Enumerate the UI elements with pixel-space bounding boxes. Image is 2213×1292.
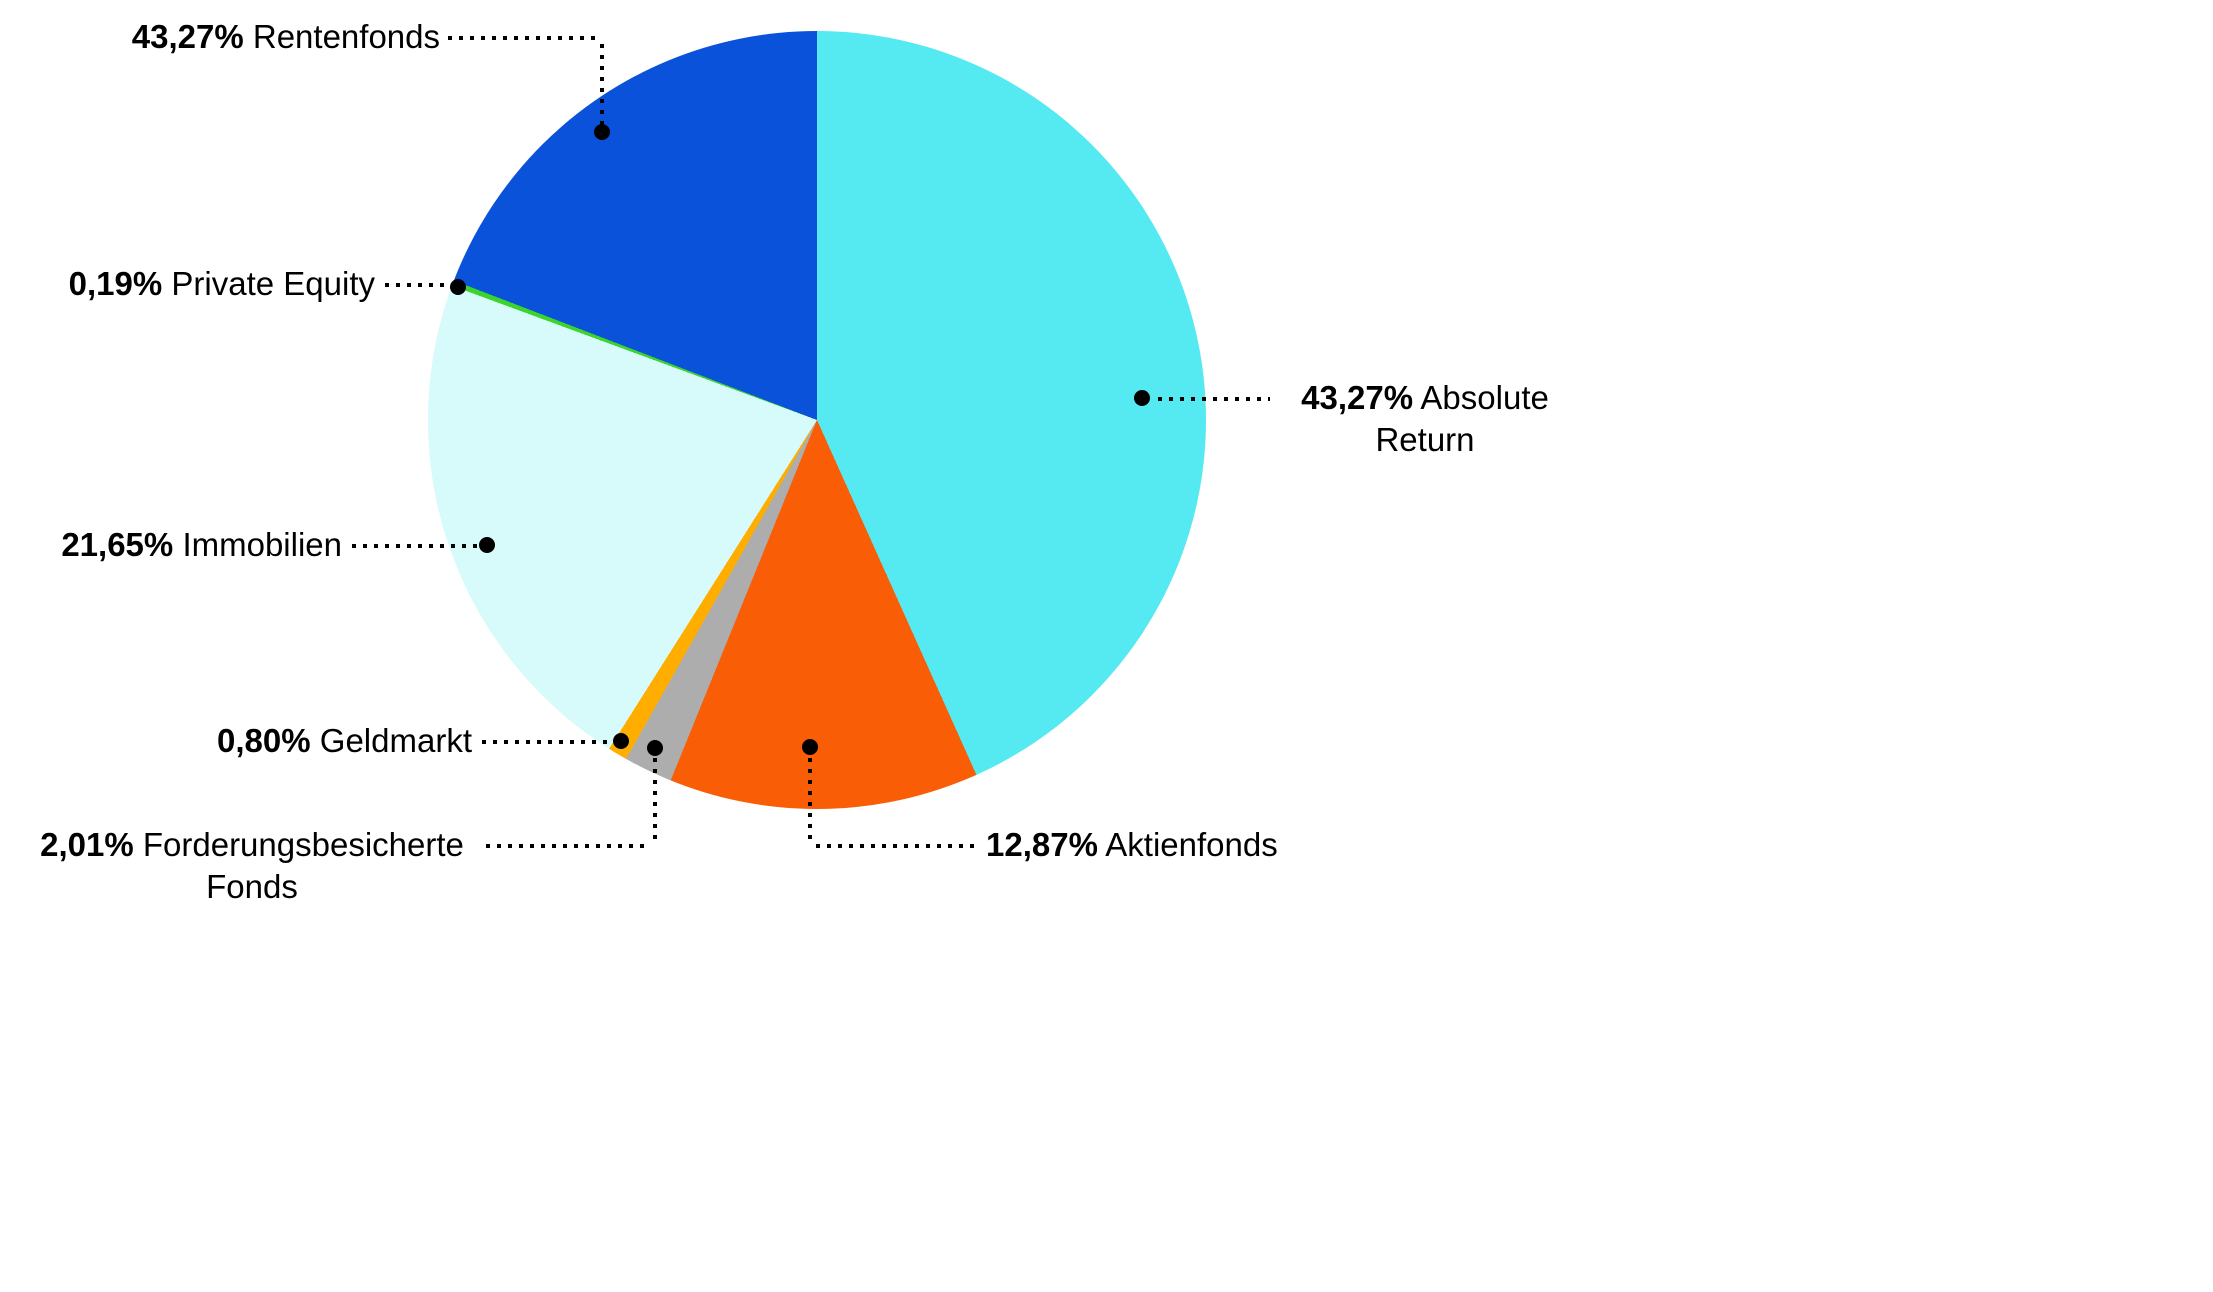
slice-name-geldmarkt: Geldmarkt [319,722,472,759]
leader-line-forderungsbesicherte-h [486,844,648,848]
slice-name-absolute-return: Absolute Return [1375,379,1549,458]
slice-name-aktienfonds: Aktienfonds [1105,826,1278,863]
slice-name-private-equity: Private Equity [171,265,375,302]
leader-line-private-equity-h [385,283,451,287]
slice-label-rentenfonds: 43,27% Rentenfonds [80,16,440,58]
anchor-dot-rentenfonds [594,124,610,140]
leader-line-rentenfonds-h [448,36,600,40]
slice-pct-private-equity: 0,19% [68,265,163,302]
anchor-dot-immobilien [479,537,495,553]
leader-line-geldmarkt-h [482,740,612,744]
anchor-dot-geldmarkt [613,733,629,749]
slice-name-rentenfonds: Rentenfonds [252,18,440,55]
anchor-dot-forderungsbesicherte [647,740,663,756]
slice-label-private-equity: 0,19% Private Equity [40,263,375,305]
anchor-dot-aktienfonds [802,739,818,755]
slice-pct-absolute-return: 43,27% [1301,379,1414,416]
leader-line-absolute-return-h [1158,397,1270,401]
slice-label-geldmarkt: 0,80% Geldmarkt [192,720,472,762]
slice-name-immobilien: Immobilien [182,526,342,563]
leader-line-immobilien-h [352,544,478,548]
slice-pct-rentenfonds: 43,27% [131,18,244,55]
pie [428,31,1206,809]
leader-line-forderungsbesicherte-v [653,758,657,844]
slice-pct-forderungsbesicherte-fonds: 2,01% [40,826,134,863]
slice-name-forderungsbesicherte-fonds: Forderungsbesicherte Fonds [142,826,464,905]
slice-label-aktienfonds: 12,87% Aktienfonds [986,824,1316,866]
slice-pct-aktienfonds: 12,87% [986,826,1098,863]
slice-label-forderungsbesicherte-fonds: 2,01% Forderungsbesicherte Fonds [22,824,482,908]
leader-line-aktienfonds-h [816,844,976,848]
leader-line-aktienfonds-v [808,758,812,844]
slice-label-immobilien: 21,65% Immobilien [42,524,342,566]
slice-pct-geldmarkt: 0,80% [217,722,311,759]
anchor-dot-absolute-return [1134,390,1150,406]
slice-pct-immobilien: 21,65% [61,526,174,563]
anchor-dot-private-equity [450,279,466,295]
leader-line-rentenfonds-v [600,44,604,124]
slice-label-absolute-return: 43,27% Absolute Return [1280,377,1570,461]
